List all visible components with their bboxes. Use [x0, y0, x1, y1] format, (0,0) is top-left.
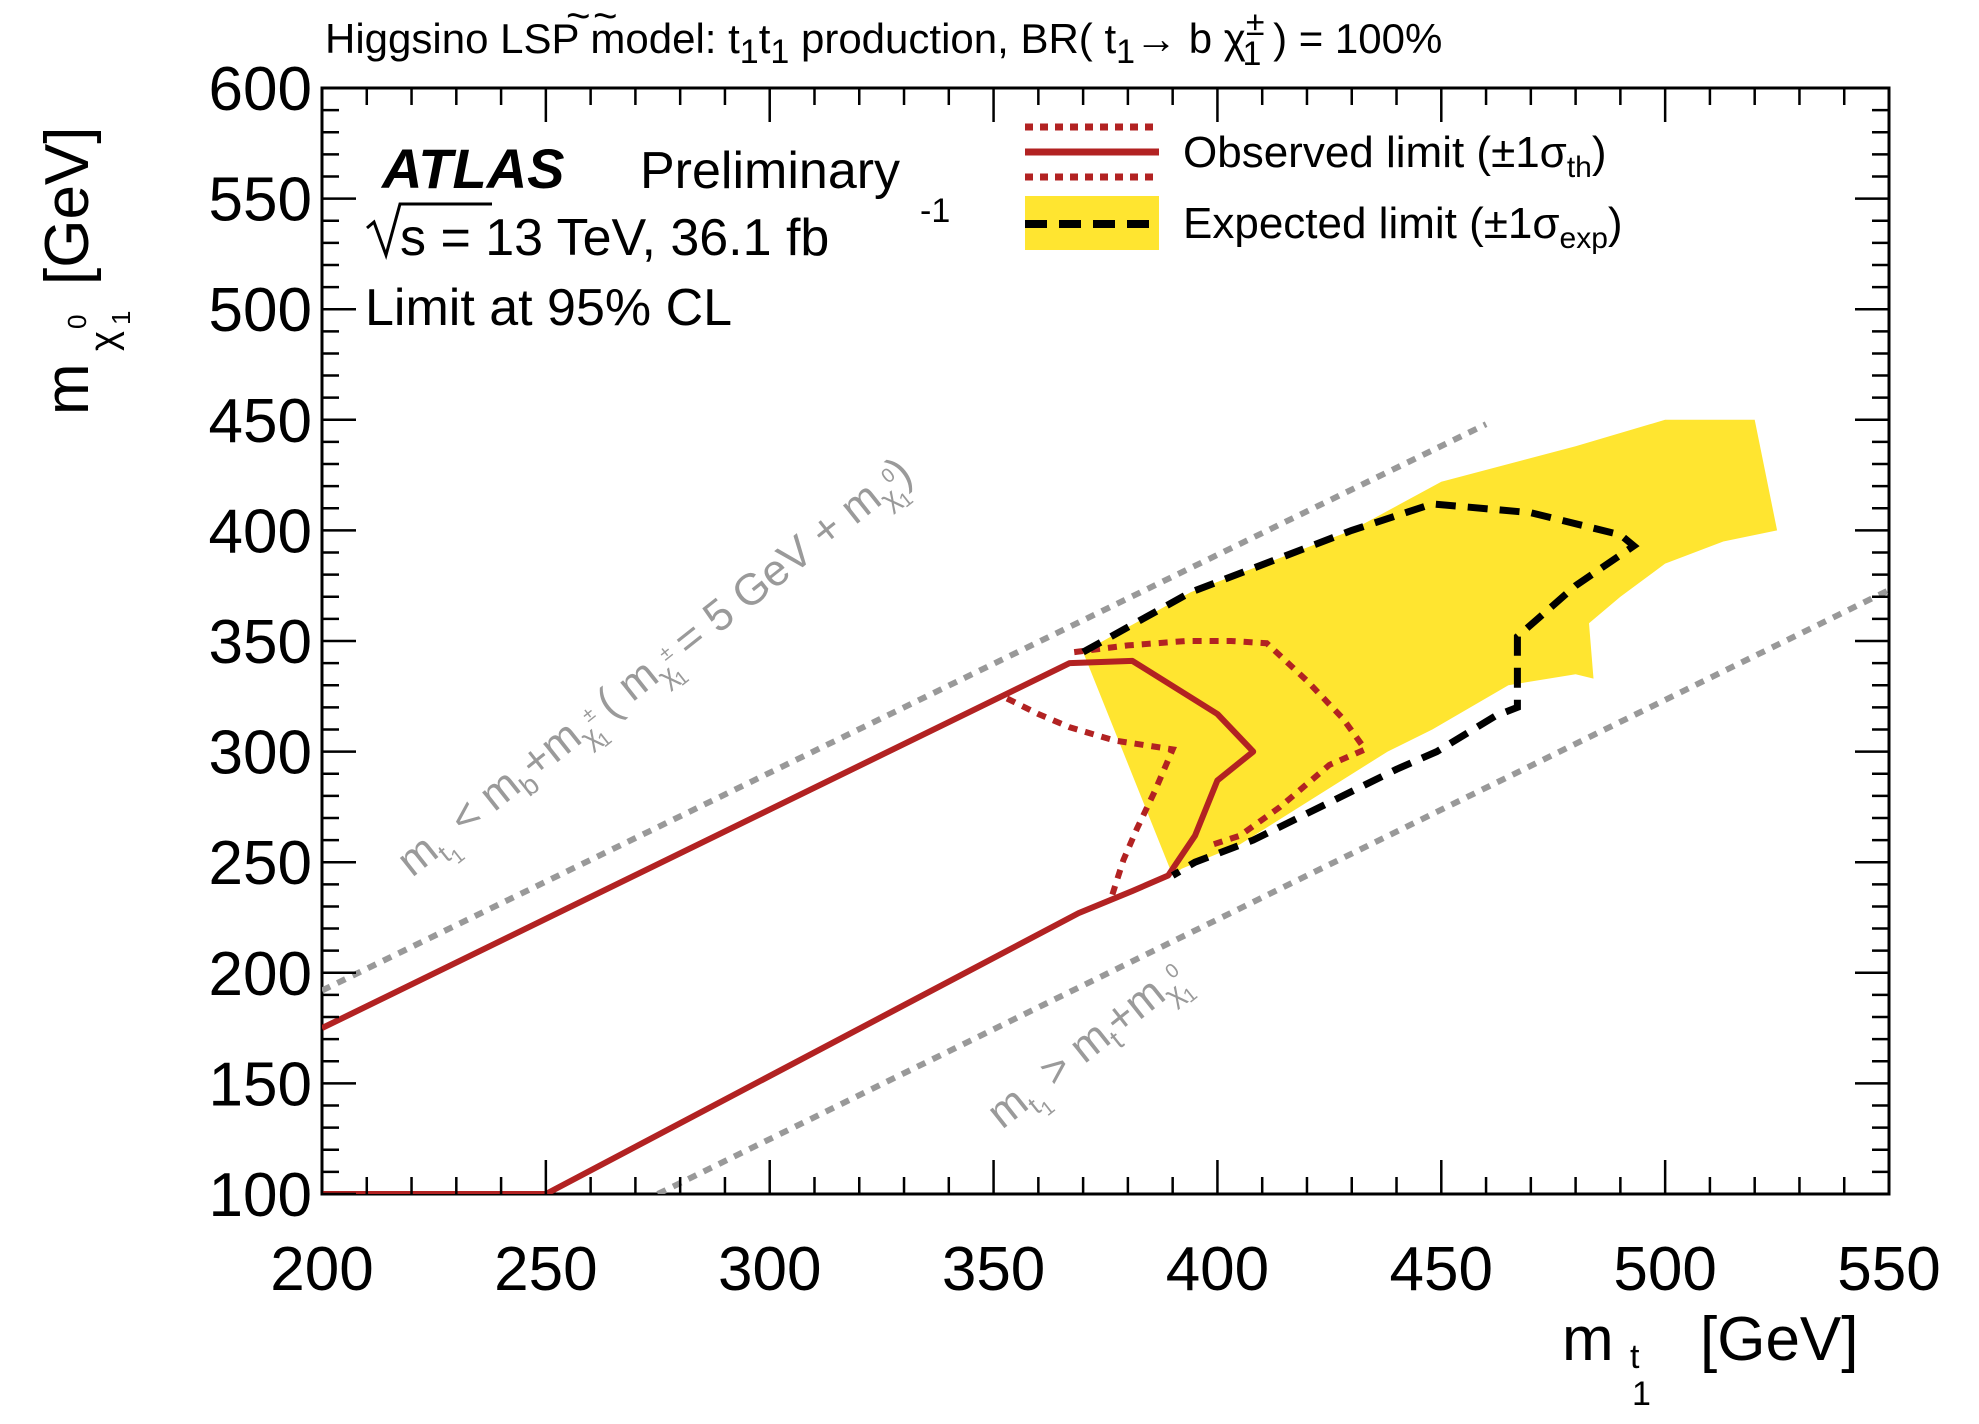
y-tick-label-550: 550: [209, 166, 312, 235]
cl-label: Limit at 95% CL: [365, 279, 732, 337]
series-expected-limit: [1081, 500, 1640, 879]
y-tick-label-200: 200: [209, 940, 312, 1009]
series-m-t1-m-b-m-chi1pm-kinematic-limit: [322, 421, 1488, 994]
y-tick-label-500: 500: [209, 276, 312, 345]
preliminary-label: Preliminary: [640, 142, 900, 200]
svg-text:1: 1: [106, 311, 136, 325]
svg-text:1: 1: [1632, 1375, 1651, 1413]
y-tick-label-600: 600: [209, 55, 312, 124]
svg-text:-1: -1: [920, 192, 950, 230]
svg-text:[GeV]: [GeV]: [33, 126, 102, 285]
x-tick-label-200: 200: [270, 1235, 373, 1304]
title-tilde-2: ~: [593, 0, 618, 39]
x-tick-label-400: 400: [1166, 1235, 1269, 1304]
y-tick-label-450: 450: [209, 387, 312, 456]
y-tick-label-250: 250: [209, 829, 312, 898]
chart-title: Higgsino LSP model: t1t1 production, BR(…: [325, 5, 1442, 73]
atlas-label: ATLAS: [380, 137, 565, 200]
y-tick-label-350: 350: [209, 608, 312, 677]
title-tilde-1: ~: [566, 0, 591, 39]
x-tick-label-450: 450: [1390, 1235, 1493, 1304]
x-tick-label-500: 500: [1613, 1235, 1716, 1304]
y-tick-label-150: 150: [209, 1050, 312, 1119]
legend: Observed limit (±1σth) Expected limit (±…: [1025, 123, 1623, 255]
x-tick-label-350: 350: [942, 1235, 1045, 1304]
svg-text:mt1 < mb+mχ±1 ( mχ±1 = 5 GeV +: mt1 < mb+mχ±1 ( mχ±1 = 5 GeV + mχ01): [388, 448, 929, 896]
svg-text:s = 13 TeV, 36.1 fb: s = 13 TeV, 36.1 fb: [400, 209, 829, 267]
energy-label: s = 13 TeV, 36.1 fb -1: [366, 192, 950, 267]
series-observed-limit-1-th: [1005, 695, 1177, 903]
series-observed-limit: [322, 657, 1257, 1194]
x-axis-title: m t 1 [GeV]: [1562, 1305, 1859, 1413]
svg-text:t: t: [1630, 1338, 1640, 1376]
svg-text:[GeV]: [GeV]: [1700, 1305, 1859, 1374]
y-tick-label-400: 400: [209, 497, 312, 566]
x-tick-label-300: 300: [718, 1235, 821, 1304]
svg-text:m: m: [33, 363, 102, 415]
y-tick-label-100: 100: [209, 1161, 312, 1230]
svg-text:0: 0: [62, 315, 92, 329]
svg-text:χ: χ: [83, 331, 125, 351]
upper-kinematic-annotation: mt1 < mb+mχ±1 ( mχ±1 = 5 GeV + mχ01): [388, 448, 929, 896]
series-m-t1-m-t-m-chi10-kinematic-limit: [656, 587, 1889, 1194]
legend-observed-label: Observed limit (±1σth): [1183, 128, 1607, 184]
series-expected-1-exp-band: [1083, 419, 1778, 876]
legend-expected-label: Expected limit (±1σexp): [1183, 199, 1623, 255]
x-tick-label-550: 550: [1837, 1235, 1940, 1304]
x-tick-label-250: 250: [494, 1235, 597, 1304]
series-observed-limit-1-th: [1073, 638, 1370, 848]
svg-text:m: m: [1562, 1305, 1614, 1374]
y-tick-label-300: 300: [209, 719, 312, 788]
y-axis-title: m χ 0 1 [GeV]: [33, 126, 136, 415]
